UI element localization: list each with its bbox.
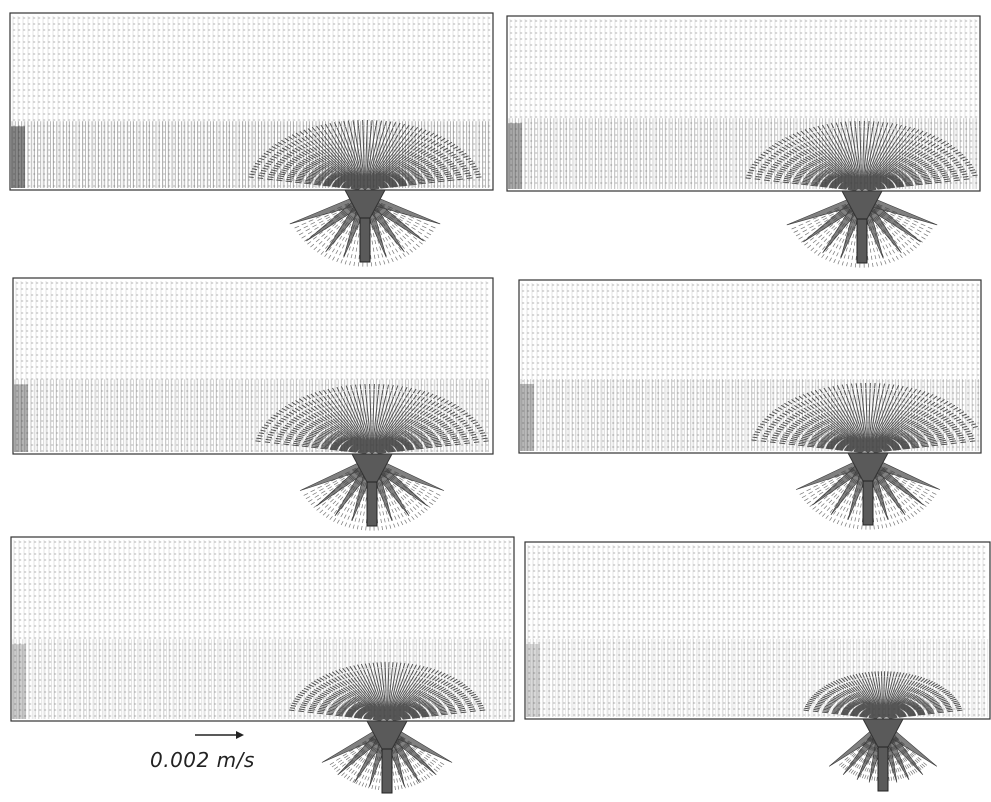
vector-field-panel <box>524 541 991 792</box>
vector-field-panel <box>12 277 494 531</box>
lower-flow-band <box>12 639 510 719</box>
panel-frame <box>524 541 991 720</box>
lower-flow-band <box>14 379 489 452</box>
panel-frame <box>9 12 494 191</box>
inflow-fan <box>803 671 963 719</box>
inflow-fan <box>751 382 978 453</box>
panel-frame <box>506 15 981 192</box>
scale-arrow-icon <box>195 731 244 739</box>
background-vector-grid <box>15 281 489 452</box>
background-vector-grid <box>12 16 491 188</box>
nozzle-icon <box>351 453 393 527</box>
inflow-fan <box>745 120 978 191</box>
nozzle-icon <box>862 718 904 792</box>
inflow-fan <box>248 119 482 190</box>
inflow-fan <box>255 383 489 454</box>
vector-field-panel <box>506 15 981 268</box>
nozzle-icon <box>847 452 889 526</box>
lower-flow-band <box>526 639 989 717</box>
panel-frame <box>518 279 982 454</box>
lower-flow-band <box>11 121 490 188</box>
nozzle-icon <box>841 190 883 264</box>
background-vector-grid <box>521 283 980 451</box>
panel-frame <box>10 536 515 722</box>
vector-field-panel <box>10 536 515 794</box>
vector-field-panel <box>518 279 982 530</box>
background-vector-grid <box>509 19 978 189</box>
panel-frame <box>12 277 494 455</box>
nozzle-icon <box>366 720 408 794</box>
inflow-fan <box>288 662 486 721</box>
scale-reference-label: 0.002 m/s <box>150 748 255 772</box>
vector-field-panel <box>9 12 494 267</box>
background-vector-grid <box>527 545 986 717</box>
nozzle-icon <box>344 189 386 263</box>
